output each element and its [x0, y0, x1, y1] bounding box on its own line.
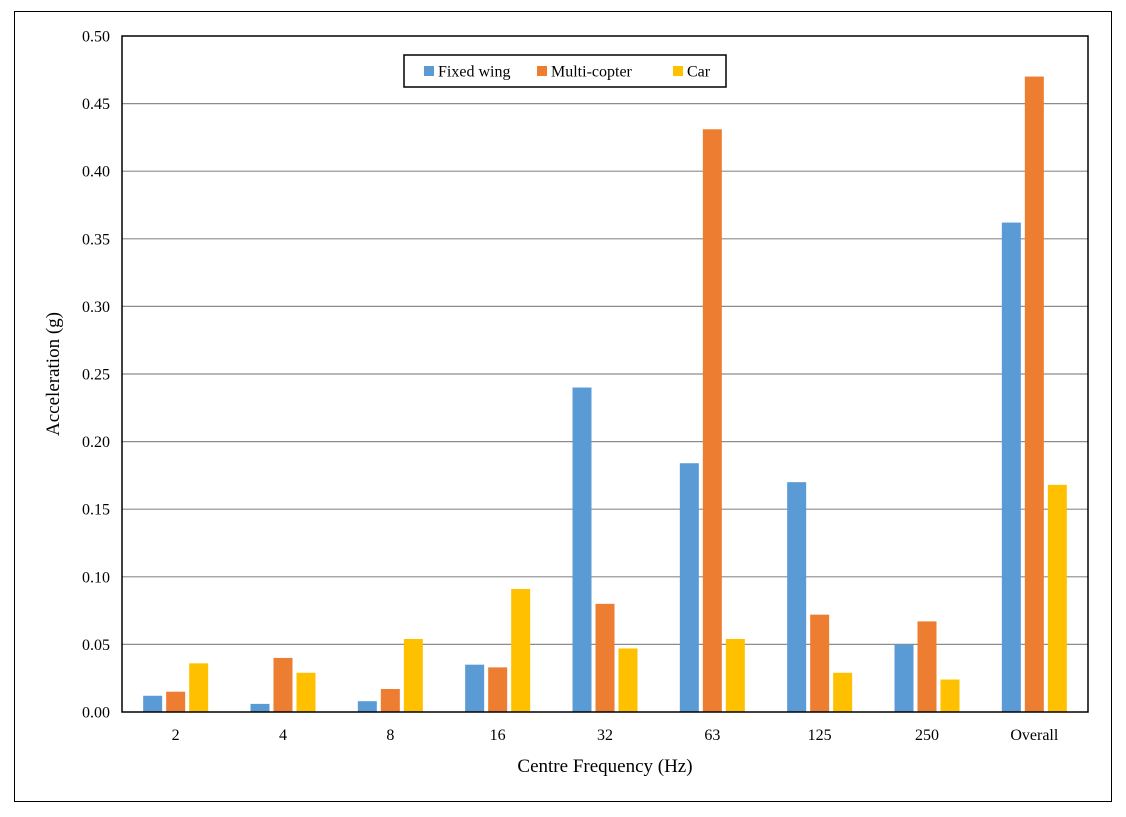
x-tick-label: 250	[915, 727, 939, 744]
legend-label: Multi-copter	[551, 64, 633, 81]
legend-box	[403, 54, 727, 88]
legend-swatch	[673, 66, 683, 76]
bar-car	[189, 663, 209, 712]
axes	[121, 35, 1089, 713]
bars	[143, 76, 1067, 713]
bar-multi-copter	[810, 614, 830, 712]
bar-car	[296, 672, 316, 712]
bar-multi-copter	[702, 129, 722, 713]
x-tick-label: Overall	[1010, 727, 1059, 744]
bar-multi-copter	[166, 691, 186, 712]
x-tick-label: 8	[386, 727, 394, 744]
bar-fixed-wing	[1001, 222, 1021, 713]
bar-fixed-wing	[465, 664, 485, 712]
y-tick-label: 0.35	[82, 231, 110, 248]
y-tick-label: 0.20	[82, 434, 110, 451]
y-axis-title: Acceleration (g)	[43, 312, 64, 436]
y-tick-label: 0.30	[82, 299, 110, 316]
x-tick-label: 2	[172, 727, 180, 744]
bar-car	[833, 672, 853, 712]
bar-fixed-wing	[250, 703, 270, 712]
bar-fixed-wing	[894, 644, 914, 712]
bar-fixed-wing	[787, 482, 807, 712]
y-tick-label: 0.00	[82, 705, 110, 722]
plot-area-border	[121, 35, 1089, 713]
bar-multi-copter	[488, 667, 508, 712]
y-tick-label: 0.50	[82, 29, 110, 46]
grid-lines	[122, 102, 1088, 646]
x-tick-label: 16	[490, 727, 506, 744]
bar-fixed-wing	[357, 701, 377, 712]
legend: Fixed wing Multi-copter Car	[403, 54, 727, 88]
x-tick-label: 125	[808, 727, 832, 744]
y-tick-labels: 0.00 0.05 0.10 0.15 0.20 0.25 0.30 0.35 0.40 0.45…	[82, 29, 110, 722]
bar-fixed-wing	[679, 463, 699, 712]
bar-fixed-wing	[572, 387, 592, 712]
bar-car	[1047, 484, 1067, 712]
x-tick-label: 32	[597, 727, 613, 744]
bar-multi-copter	[273, 657, 293, 712]
x-tick-labels: 2 4 8 16 32 63 125 250 Overall	[172, 727, 1059, 744]
x-tick-label: 4	[279, 727, 287, 744]
y-tick-label: 0.05	[82, 637, 110, 654]
y-tick-label: 0.15	[82, 502, 110, 519]
y-tick-label: 0.25	[82, 367, 110, 384]
y-tick-label: 0.40	[82, 164, 110, 181]
legend-label: Fixed wing	[438, 64, 510, 81]
y-tick-label: 0.10	[82, 569, 110, 586]
legend-swatch	[424, 66, 434, 76]
legend-swatch	[537, 66, 547, 76]
bar-car	[403, 638, 423, 712]
bar-multi-copter	[917, 621, 937, 712]
bar-multi-copter	[380, 689, 400, 712]
bar-car	[725, 638, 745, 712]
bar-car	[511, 588, 531, 712]
x-axis-title: Centre Frequency (Hz)	[517, 756, 692, 777]
bar-multi-copter	[1024, 76, 1044, 712]
legend-label: Car	[687, 64, 711, 81]
bar-car	[618, 648, 638, 712]
x-tick-label: 63	[704, 727, 720, 744]
bar-fixed-wing	[143, 695, 163, 712]
bar-multi-copter	[595, 603, 615, 712]
bar-car	[940, 679, 960, 712]
y-tick-label: 0.45	[82, 96, 110, 113]
